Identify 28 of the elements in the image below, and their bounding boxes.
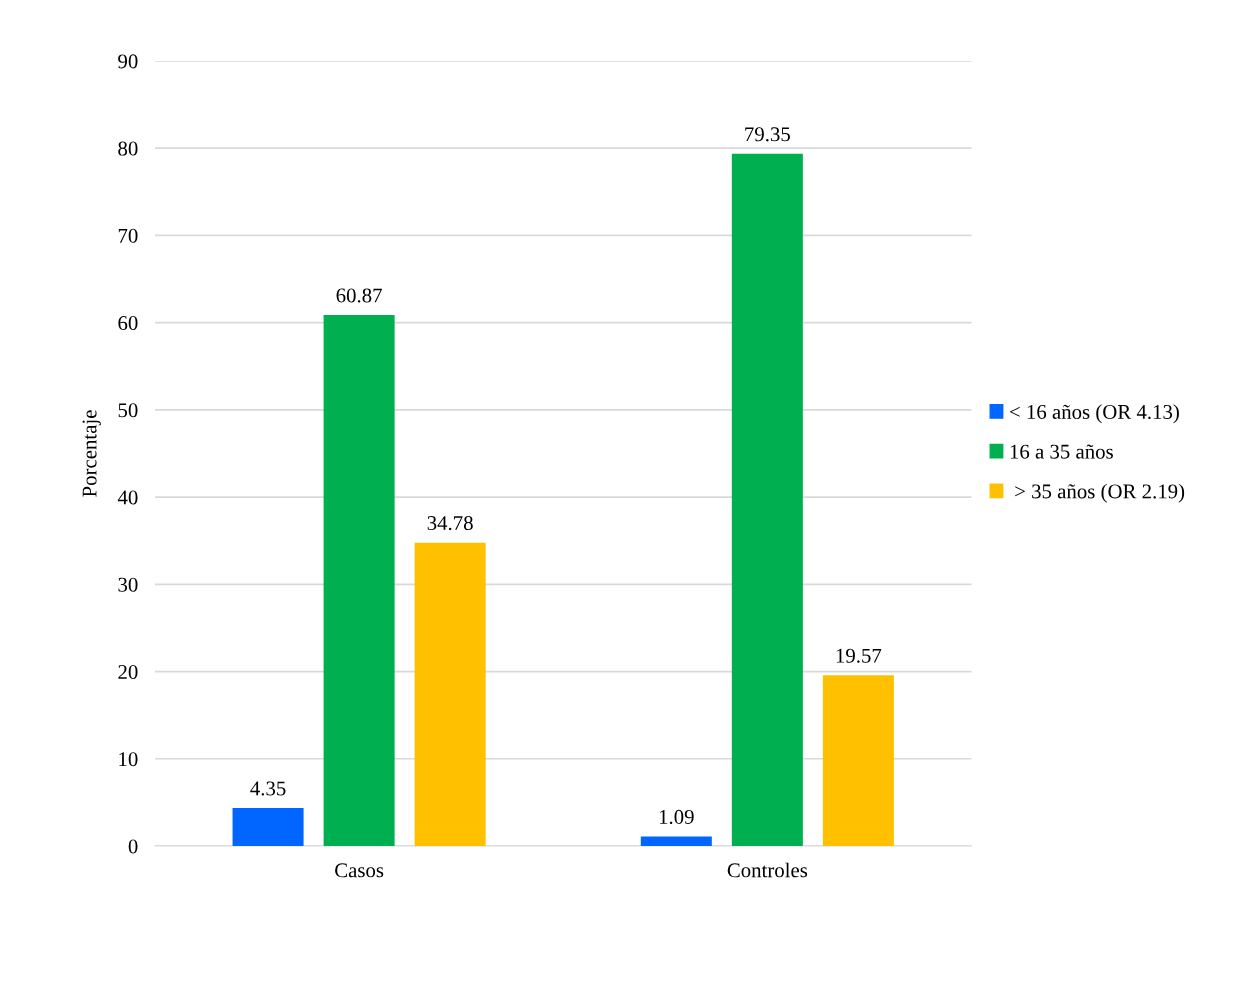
- x-tick-label: Controles: [727, 862, 808, 878]
- bar: [640, 836, 712, 846]
- y-tick-label: 20: [118, 664, 138, 679]
- data-label: 19.57: [836, 648, 882, 663]
- y-tick-label: 60: [118, 316, 138, 331]
- y-tick-label: 0: [128, 839, 138, 854]
- legend-label: < 16 años (OR 4.13): [1010, 404, 1179, 424]
- y-tick-label: 30: [118, 577, 138, 592]
- data-label: 79.35: [745, 127, 790, 142]
- y-tick-label: 80: [118, 141, 138, 156]
- data-label: 60.87: [336, 288, 382, 303]
- x-tick-label: Casos: [335, 863, 384, 878]
- bar: [414, 542, 486, 846]
- data-label: 4.35: [250, 781, 286, 796]
- bar: [232, 808, 304, 846]
- data-label: 1.09: [659, 809, 694, 825]
- y-tick-label: 70: [118, 228, 138, 243]
- bar: [731, 153, 803, 846]
- y-axis-title: Porcentaje: [82, 410, 101, 497]
- data-label: 34.78: [427, 516, 473, 531]
- y-tick-label: 90: [118, 54, 138, 69]
- y-tick-label: 50: [118, 403, 138, 418]
- y-tick-label: 40: [117, 490, 138, 505]
- bar: [822, 675, 894, 846]
- legend-label: 16 a 35 años: [1010, 444, 1113, 459]
- legend-label: > 35 años (OR 2.19): [1015, 483, 1185, 503]
- y-tick-label: 10: [119, 752, 138, 767]
- bar: [323, 315, 395, 846]
